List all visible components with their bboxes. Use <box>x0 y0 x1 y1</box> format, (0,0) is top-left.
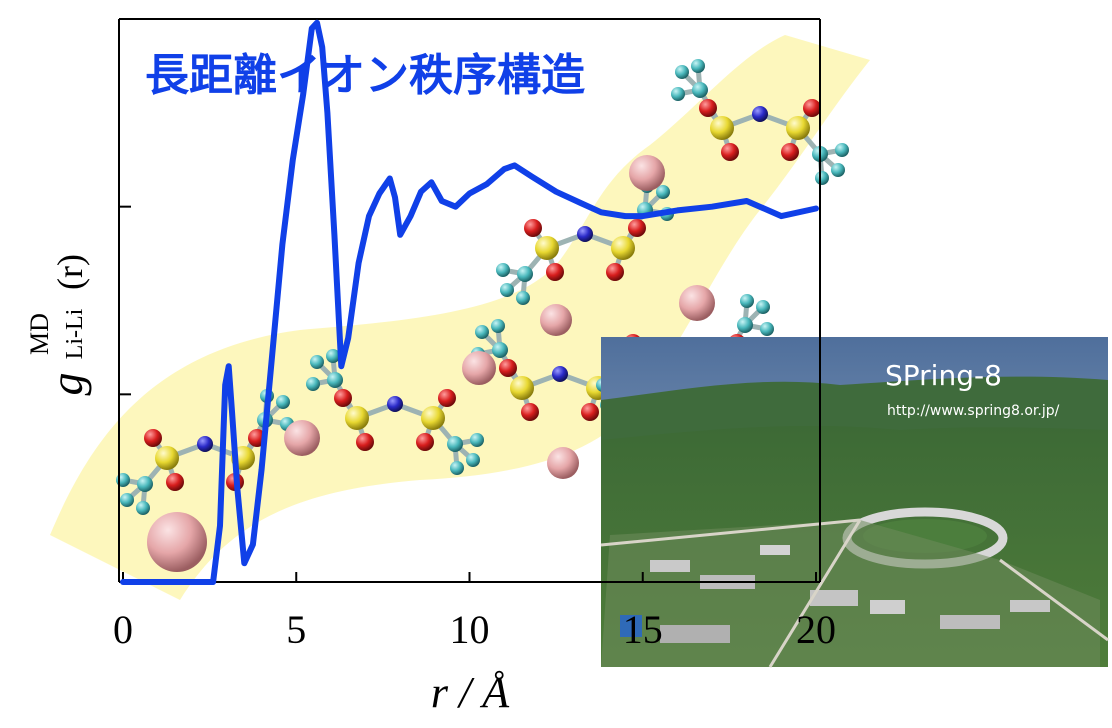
oxygen-atom-icon <box>499 359 517 377</box>
fluorine-atom-icon <box>120 493 134 507</box>
sulfur-atom-icon <box>710 116 734 140</box>
chart-title: 長距離イオン秩序構造 <box>145 50 585 101</box>
nitrogen-atom-icon <box>387 396 403 412</box>
carbon-atom-icon <box>517 266 533 282</box>
fluorine-atom-icon <box>136 501 150 515</box>
fluorine-atom-icon <box>500 283 514 297</box>
sulfur-atom-icon <box>421 406 445 430</box>
fluorine-atom-icon <box>760 322 774 336</box>
fluorine-atom-icon <box>310 355 324 369</box>
oxygen-atom-icon <box>524 219 542 237</box>
fluorine-atom-icon <box>306 377 320 391</box>
molecule-layer <box>116 59 849 572</box>
lithium-ion-icon <box>284 420 320 456</box>
x-axis-label: r / Å <box>431 668 510 717</box>
fluorine-atom-icon <box>740 294 754 308</box>
oxygen-atom-icon <box>438 389 456 407</box>
fluorine-atom-icon <box>276 395 290 409</box>
fluorine-atom-icon <box>491 319 505 333</box>
oxygen-atom-icon <box>416 433 434 451</box>
oxygen-atom-icon <box>546 263 564 281</box>
fluorine-atom-icon <box>326 349 340 363</box>
series-line <box>120 19 819 585</box>
lithium-ion-icon <box>462 351 496 385</box>
fluorine-atom-icon <box>496 263 510 277</box>
ion-order-band <box>50 35 870 600</box>
photo-caption: SPring-8 <box>885 359 1002 392</box>
y-label-argument: (r) <box>50 254 90 290</box>
carbon-atom-icon <box>737 317 753 333</box>
carbon-atom-icon <box>137 476 153 492</box>
lithium-ion-icon <box>147 512 207 572</box>
lithium-ion-icon <box>629 155 665 191</box>
photo-url: http://www.spring8.or.jp/ <box>887 403 1060 419</box>
fluorine-atom-icon <box>675 65 689 79</box>
oxygen-atom-icon <box>628 219 646 237</box>
fluorine-atom-icon <box>516 291 530 305</box>
sulfur-atom-icon <box>786 116 810 140</box>
x-tick-label: 15 <box>623 607 663 652</box>
fluorine-atom-icon <box>466 453 480 467</box>
y-label-superscript: MD <box>25 313 54 355</box>
oxygen-atom-icon <box>166 473 184 491</box>
fluorine-atom-icon <box>475 325 489 339</box>
x-tick-label: 5 <box>286 607 306 652</box>
oxygen-atom-icon <box>781 143 799 161</box>
x-tick-label: 0 <box>113 607 133 652</box>
fluorine-atom-icon <box>756 300 770 314</box>
fluorine-atom-icon <box>671 87 685 101</box>
spring8-photo: SPring-8 http://www.spring8.or.jp/ <box>600 337 1109 668</box>
sulfur-atom-icon <box>155 446 179 470</box>
oxygen-atom-icon <box>334 389 352 407</box>
oxygen-atom-icon <box>803 99 821 117</box>
oxygen-atom-icon <box>144 429 162 447</box>
sulfur-atom-icon <box>535 236 559 260</box>
oxygen-atom-icon <box>581 403 599 421</box>
y-axis-label: MD g Li-Li (r) <box>25 254 92 395</box>
x-ticks: 0 5 10 15 20 <box>113 572 836 652</box>
fluorine-atom-icon <box>656 185 670 199</box>
fluorine-atom-icon <box>831 163 845 177</box>
lithium-ion-icon <box>540 304 572 336</box>
oxygen-atom-icon <box>521 403 539 421</box>
oxygen-atom-icon <box>606 263 624 281</box>
carbon-atom-icon <box>492 342 508 358</box>
y-label-main: g <box>41 373 92 396</box>
sulfur-atom-icon <box>345 406 369 430</box>
carbon-atom-icon <box>327 372 343 388</box>
nitrogen-atom-icon <box>577 226 593 242</box>
oxygen-atom-icon <box>721 143 739 161</box>
nitrogen-atom-icon <box>552 366 568 382</box>
sulfur-atom-icon <box>611 236 635 260</box>
lithium-ion-icon <box>679 285 715 321</box>
y-label-subscript: Li-Li <box>62 308 88 359</box>
fluorine-atom-icon <box>815 171 829 185</box>
oxygen-atom-icon <box>699 99 717 117</box>
x-tick-label: 20 <box>796 607 836 652</box>
sulfur-atom-icon <box>510 376 534 400</box>
fluorine-atom-icon <box>835 143 849 157</box>
fluorine-atom-icon <box>470 433 484 447</box>
fluorine-atom-icon <box>450 461 464 475</box>
fluorine-atom-icon <box>691 59 705 73</box>
oxygen-atom-icon <box>356 433 374 451</box>
nitrogen-atom-icon <box>197 436 213 452</box>
nitrogen-atom-icon <box>752 106 768 122</box>
carbon-atom-icon <box>447 436 463 452</box>
x-tick-label: 10 <box>450 607 490 652</box>
carbon-atom-icon <box>692 82 708 98</box>
lithium-ion-icon <box>547 447 579 479</box>
svg-text:MD g Li-Li (: MD g Li-Li (r) <box>25 254 92 395</box>
